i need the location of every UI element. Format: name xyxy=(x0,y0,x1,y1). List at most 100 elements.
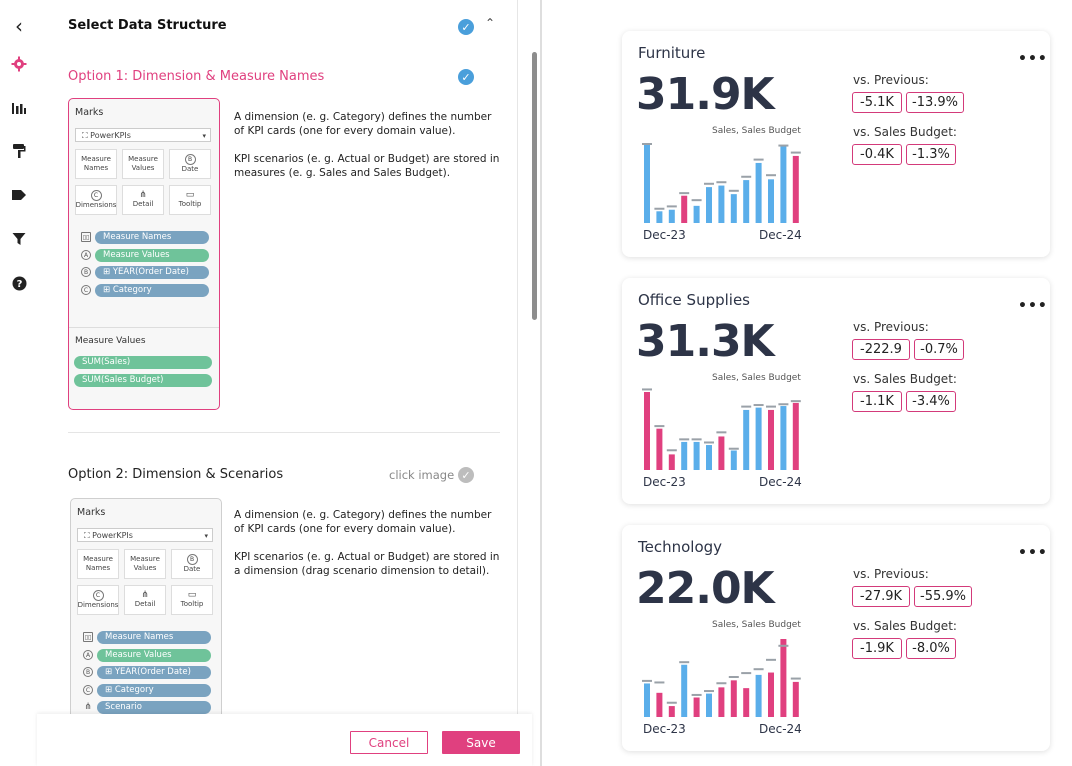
pill-label: Category xyxy=(112,285,152,295)
chart-bar xyxy=(780,145,787,223)
tile-label: Measure Names xyxy=(81,155,111,172)
kpi-value: 31.3K xyxy=(636,316,775,367)
chart-button[interactable] xyxy=(9,98,29,118)
tile-measure-names: Measure Names xyxy=(75,149,117,179)
save-button[interactable]: Save xyxy=(442,731,520,754)
dropdown-value: PowerKPIs xyxy=(92,531,133,540)
option1-desc-2: KPI scenarios (e. g. Actual or Budget) a… xyxy=(234,153,500,179)
budget-marker xyxy=(778,403,789,406)
chart-bar xyxy=(668,454,675,470)
caret-down-icon: ▾ xyxy=(202,132,206,140)
tile-dimensions: C Dimensions xyxy=(75,185,117,215)
budget-marker xyxy=(666,205,677,208)
more-menu-icon[interactable]: ••• xyxy=(1018,298,1048,314)
marks-dropdown: ⛶ PowerKPIs ▾ xyxy=(75,128,211,142)
budget-marker xyxy=(666,449,677,452)
pill-category: ⊞ Category xyxy=(95,284,209,297)
tile-label: Date xyxy=(181,165,199,173)
chart-bar xyxy=(792,155,799,223)
kpi-card: Technology ••• 22.0K Sales, Sales Budget Dec… xyxy=(622,525,1050,751)
tile-label: Dimensions xyxy=(75,201,117,209)
chart-bar xyxy=(718,687,725,717)
option1-desc-1: A dimension (e. g. Category) defines the… xyxy=(234,111,492,137)
tile-label: Measure Names xyxy=(83,555,113,572)
format-button[interactable] xyxy=(9,141,29,161)
budget-pct-badge: -3.4% xyxy=(906,391,956,412)
budget-marker xyxy=(691,693,702,696)
panel-title: Select Data Structure xyxy=(68,18,227,33)
budget-marker xyxy=(716,431,727,434)
chart-bar xyxy=(693,441,700,470)
more-menu-icon[interactable]: ••• xyxy=(1018,51,1048,67)
gear-icon xyxy=(11,56,27,72)
option2-title[interactable]: Option 2: Dimension & Scenarios xyxy=(68,467,284,482)
chart-bar xyxy=(718,185,725,223)
svg-text:?: ? xyxy=(16,279,22,290)
tile-tooltip: ▭ Tooltip xyxy=(169,185,211,215)
budget-marker xyxy=(716,682,727,685)
tile-label: Detail xyxy=(134,600,156,608)
option1-check-icon: ✓ xyxy=(458,69,474,85)
chart-bar xyxy=(743,180,750,223)
scrollbar[interactable] xyxy=(532,52,537,320)
tile-label: Date xyxy=(183,565,201,573)
budget-marker xyxy=(666,701,677,704)
budget-marker xyxy=(728,447,739,450)
collapse-chevron-icon[interactable]: ⌃ xyxy=(485,16,496,30)
label-button[interactable] xyxy=(9,185,29,205)
budget-marker xyxy=(654,207,665,210)
prev-pct-badge: -13.9% xyxy=(906,92,964,113)
chart-bar xyxy=(706,693,712,717)
chart-bar xyxy=(644,392,650,470)
vs-budget-label: vs. Sales Budget: xyxy=(853,125,957,139)
budget-abs-badge: -1.9K xyxy=(852,638,902,659)
tile-date: B Date xyxy=(169,149,211,179)
tag-icon xyxy=(12,190,26,200)
budget-marker xyxy=(778,644,789,647)
scroll-track xyxy=(517,0,518,714)
chart-bar xyxy=(768,409,774,470)
budget-marker xyxy=(716,181,727,184)
help-button[interactable]: ? xyxy=(9,273,29,293)
chart-bar xyxy=(768,672,774,717)
kpi-card: Office Supplies ••• 31.3K Sales, Sales Budg… xyxy=(622,278,1050,504)
sales-chart xyxy=(642,639,801,717)
option2-image[interactable]: Marks ⛶ PowerKPIs ▾ Measure Names Measure… xyxy=(70,498,222,740)
prev-pct-badge: -55.9% xyxy=(914,586,972,607)
option1-image[interactable]: Marks ⛶ PowerKPIs ▾ Measure Names Measure… xyxy=(68,98,220,410)
filter-button[interactable] xyxy=(9,229,29,249)
scenario-icon: ⋔ xyxy=(84,702,92,712)
measure-values-heading: Measure Values xyxy=(75,336,146,346)
option1-title[interactable]: Option 1: Dimension & Measure Names xyxy=(68,69,325,84)
category-icon: C xyxy=(81,285,91,295)
tile-label: Tooltip xyxy=(180,600,204,608)
measure-values-icon: A xyxy=(83,650,93,660)
chart-bar xyxy=(644,683,650,717)
pill-sum-sales-budget: SUM(Sales Budget) xyxy=(74,374,212,387)
kpi-value: 31.9K xyxy=(636,69,775,120)
x-axis-start: Dec-23 xyxy=(643,722,686,736)
expand-icon: ⊞ xyxy=(103,267,113,277)
x-axis-end: Dec-24 xyxy=(759,228,802,242)
check-icon: ✓ xyxy=(458,19,474,35)
click-image-hint: click image xyxy=(389,468,455,482)
chart-type-icon: ⛶ xyxy=(82,131,88,140)
chart-bar xyxy=(706,445,712,470)
tile-measure-values: Measure Values xyxy=(124,549,166,579)
back-button[interactable]: ‹ xyxy=(9,16,29,36)
budget-marker xyxy=(704,441,714,444)
tile-label: Measure Values xyxy=(128,155,158,172)
expand-icon: ⊞ xyxy=(105,667,115,677)
cancel-button[interactable]: Cancel xyxy=(350,731,428,754)
pill-year: ⊞ YEAR(Order Date) xyxy=(97,666,211,679)
chart-bar xyxy=(668,209,675,223)
more-menu-icon[interactable]: ••• xyxy=(1018,545,1048,561)
option1-description: A dimension (e. g. Category) defines the… xyxy=(234,110,504,194)
settings-button[interactable] xyxy=(9,54,29,74)
dropdown-value: PowerKPIs xyxy=(90,131,131,140)
prev-abs-badge: -222.9 xyxy=(852,339,910,360)
chart-bar xyxy=(718,436,725,470)
budget-marker xyxy=(679,661,690,664)
chart-bar xyxy=(768,179,774,223)
pill-year: ⊞ YEAR(Order Date) xyxy=(95,266,209,279)
